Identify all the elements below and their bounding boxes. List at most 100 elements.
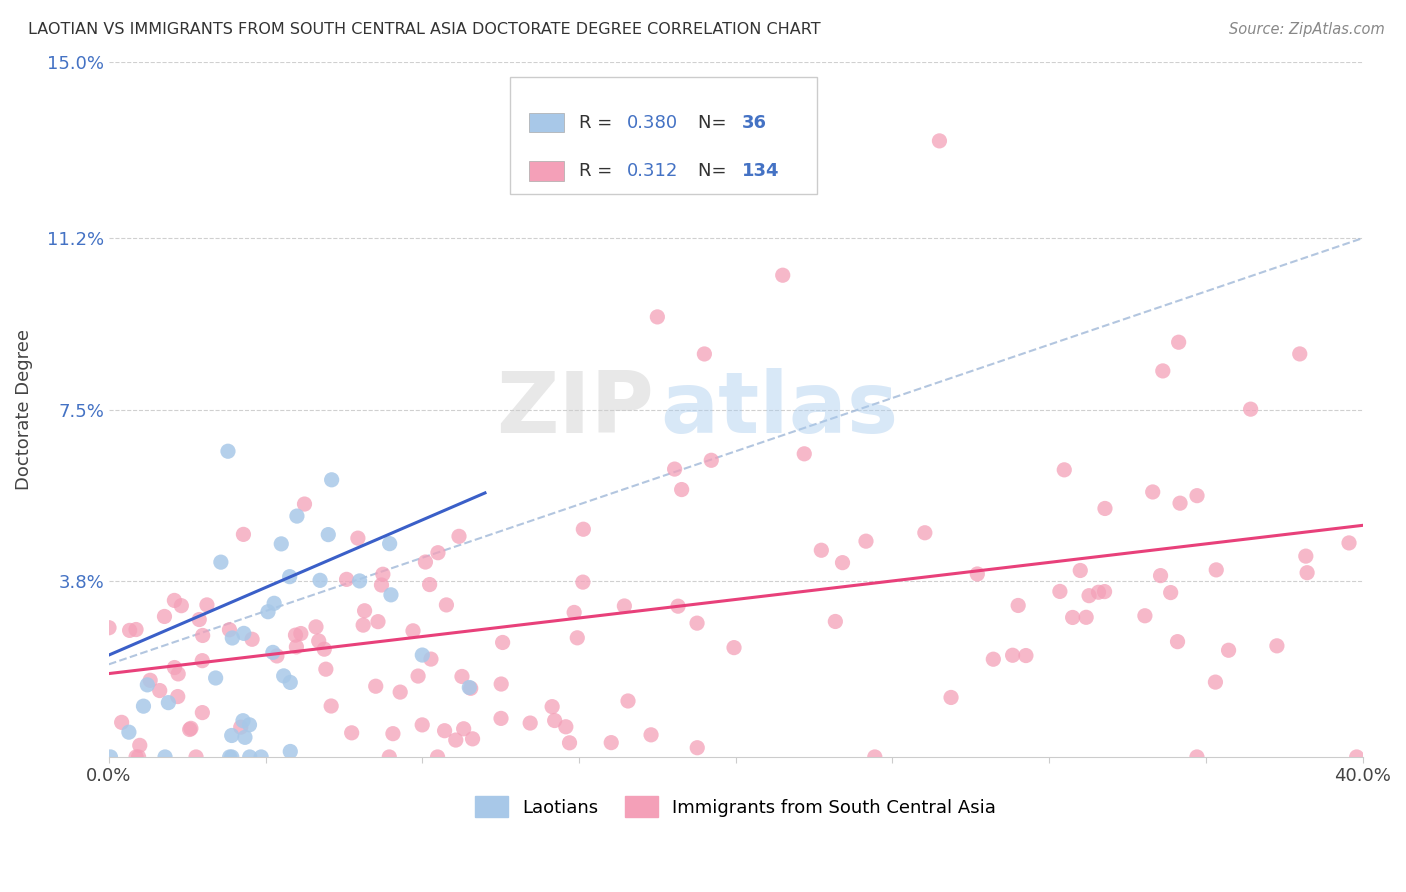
Point xyxy=(314,642,336,657)
Point xyxy=(855,534,877,549)
Point xyxy=(444,733,467,747)
Point xyxy=(1069,564,1091,578)
Point xyxy=(461,731,484,746)
Point xyxy=(453,722,475,736)
Point xyxy=(447,529,470,543)
Point xyxy=(554,720,576,734)
Text: ZIP: ZIP xyxy=(496,368,654,451)
Point xyxy=(221,631,243,645)
Point xyxy=(1062,610,1084,624)
Point xyxy=(1133,608,1156,623)
Point xyxy=(240,632,263,647)
Point xyxy=(436,598,458,612)
Point xyxy=(217,444,239,458)
Point xyxy=(364,679,387,693)
Point xyxy=(233,731,256,745)
Point xyxy=(686,740,709,755)
Point xyxy=(1218,643,1240,657)
Point xyxy=(1001,648,1024,663)
Text: R =: R = xyxy=(579,162,619,180)
Point xyxy=(266,648,288,663)
Point xyxy=(1185,489,1208,503)
Point xyxy=(1167,634,1189,648)
Point xyxy=(218,623,240,637)
Point xyxy=(1296,566,1319,580)
Point xyxy=(567,631,589,645)
Point xyxy=(278,744,301,758)
Point xyxy=(380,588,402,602)
Point xyxy=(257,605,280,619)
Point xyxy=(347,531,370,545)
Point xyxy=(723,640,745,655)
Point xyxy=(262,645,284,659)
Point xyxy=(981,652,1004,666)
Point xyxy=(1288,347,1310,361)
Point xyxy=(415,555,437,569)
Point xyxy=(321,698,343,713)
Point xyxy=(572,575,595,590)
Point xyxy=(285,640,308,654)
Text: 0.380: 0.380 xyxy=(627,113,678,132)
Point xyxy=(153,750,176,764)
Point xyxy=(309,574,332,588)
Point xyxy=(389,685,412,699)
Point xyxy=(451,669,474,683)
Point xyxy=(128,750,150,764)
Point xyxy=(939,690,962,705)
Point xyxy=(125,623,148,637)
Point xyxy=(411,718,433,732)
Point xyxy=(284,628,307,642)
Point xyxy=(278,569,301,583)
Point xyxy=(664,462,686,476)
Point xyxy=(179,723,201,737)
Point xyxy=(411,648,433,662)
Point xyxy=(340,726,363,740)
Text: 36: 36 xyxy=(742,113,768,132)
Point xyxy=(180,722,202,736)
Y-axis label: Doctorate Degree: Doctorate Degree xyxy=(15,329,32,490)
Point xyxy=(1078,589,1101,603)
Point xyxy=(335,573,357,587)
Point xyxy=(184,750,207,764)
Point xyxy=(153,609,176,624)
Point xyxy=(118,725,141,739)
Point xyxy=(1007,599,1029,613)
Point xyxy=(772,268,794,283)
Point xyxy=(914,525,936,540)
Point xyxy=(136,678,159,692)
Point xyxy=(406,669,429,683)
Bar xyxy=(529,113,564,132)
Point xyxy=(420,652,443,666)
Point xyxy=(157,696,180,710)
Point xyxy=(221,729,243,743)
Point xyxy=(139,673,162,688)
Point xyxy=(232,527,254,541)
Point xyxy=(221,750,243,764)
Point xyxy=(163,660,186,674)
Point xyxy=(290,626,312,640)
Point xyxy=(1094,584,1116,599)
Point xyxy=(191,706,214,720)
Point xyxy=(1337,536,1360,550)
Point xyxy=(617,694,640,708)
Text: R =: R = xyxy=(579,113,619,132)
Point xyxy=(863,750,886,764)
Point xyxy=(367,615,389,629)
Point xyxy=(349,574,371,588)
Point xyxy=(1076,610,1098,624)
Point xyxy=(191,654,214,668)
Point xyxy=(1167,335,1189,350)
Point xyxy=(460,681,482,696)
Point xyxy=(166,690,188,704)
Text: N=: N= xyxy=(699,162,733,180)
Point xyxy=(1049,584,1071,599)
Point xyxy=(239,750,262,764)
Point xyxy=(419,577,441,591)
Point xyxy=(315,662,337,676)
Point xyxy=(118,624,141,638)
Point xyxy=(1185,750,1208,764)
Point xyxy=(250,750,273,764)
Point xyxy=(693,347,716,361)
Point xyxy=(426,750,449,764)
Point xyxy=(686,616,709,631)
